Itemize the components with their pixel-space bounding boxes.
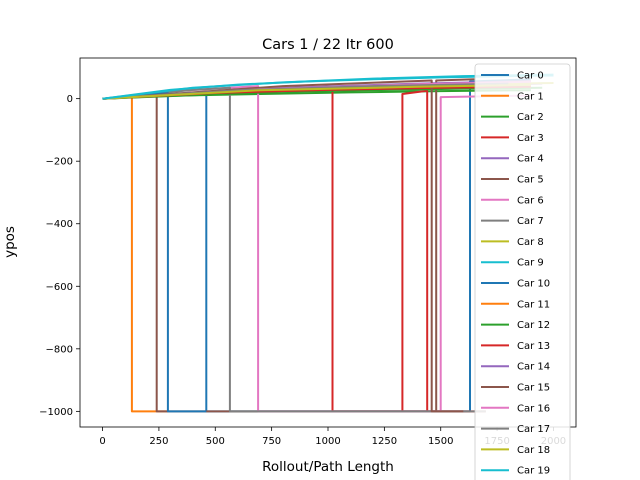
legend-label-car-2: Car 2 <box>517 112 544 123</box>
legend-label-car-18: Car 18 <box>517 445 550 456</box>
legend-label-car-9: Car 9 <box>517 258 544 269</box>
legend-label-car-6: Car 6 <box>517 195 544 206</box>
x-axis-title: Rollout/Path Length <box>262 459 394 475</box>
legend-label-car-7: Car 7 <box>517 216 544 227</box>
legend-label-car-19: Car 19 <box>517 466 550 477</box>
y-tick-label: −200 <box>46 157 73 168</box>
legend-label-car-5: Car 5 <box>517 175 544 186</box>
legend-label-car-8: Car 8 <box>517 237 544 248</box>
legend-label-car-14: Car 14 <box>517 362 550 373</box>
x-tick-label: 500 <box>206 436 225 447</box>
y-tick-label: −800 <box>46 344 73 355</box>
legend-label-car-17: Car 17 <box>517 424 550 435</box>
legend-label-car-15: Car 15 <box>517 383 550 394</box>
series-line-car-18 <box>102 83 531 100</box>
chart-title: Cars 1 / 22 Itr 600 <box>262 37 394 53</box>
y-tick-label: 0 <box>67 94 73 105</box>
legend-box <box>474 63 571 480</box>
x-tick-label: 250 <box>149 436 168 447</box>
legend-label-car-0: Car 0 <box>517 71 544 82</box>
legend-label-car-11: Car 11 <box>517 299 550 310</box>
legend-label-car-12: Car 12 <box>517 320 550 331</box>
legend-label-car-1: Car 1 <box>517 91 544 102</box>
x-tick-label: 1500 <box>428 436 453 447</box>
legend-label-car-3: Car 3 <box>517 133 544 144</box>
legend-label-car-13: Car 13 <box>517 341 550 352</box>
legend-label-car-10: Car 10 <box>517 279 550 290</box>
x-tick-label: 0 <box>99 436 105 447</box>
y-axis-ticks: 0 −200 −400 −600 −800 −1000 <box>39 94 80 418</box>
y-tick-label: −1000 <box>39 407 73 418</box>
y-tick-label: −400 <box>46 219 73 230</box>
legend-label-car-4: Car 4 <box>517 154 544 165</box>
y-axis-title: ypos <box>2 226 18 258</box>
legend: Car 0 Car 1 Car 2 Car 3 Car 4 Car 5 Car 6 Car 7… <box>474 63 571 480</box>
y-tick-label: −600 <box>46 282 73 293</box>
legend-label-car-16: Car 16 <box>517 403 550 414</box>
x-tick-label: 1250 <box>372 436 397 447</box>
x-tick-label: 1000 <box>315 436 340 447</box>
x-tick-label: 750 <box>262 436 281 447</box>
